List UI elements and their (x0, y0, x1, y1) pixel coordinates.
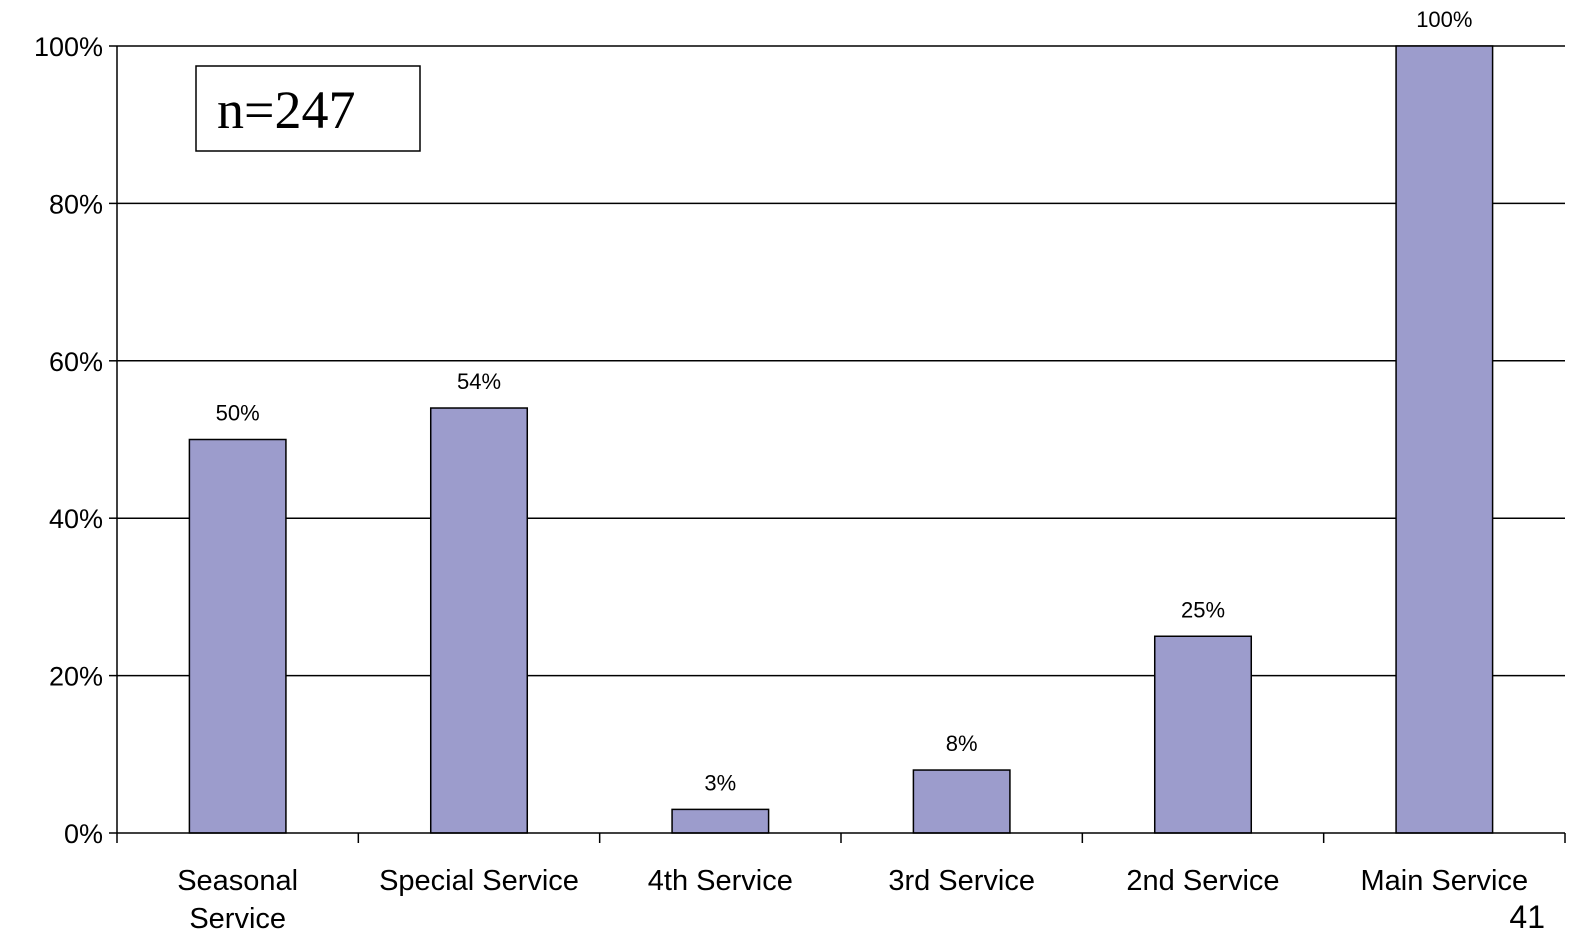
y-tick-label: 80% (49, 189, 103, 219)
bar (1395, 45, 1494, 834)
bars (188, 45, 1494, 834)
x-tick-label: 3rd Service (888, 865, 1035, 897)
data-label: 3% (704, 770, 736, 795)
x-tick-label: Special Service (379, 865, 579, 897)
x-tick-label: 2nd Service (1126, 865, 1279, 897)
bar (912, 769, 1011, 834)
x-tick-label: Main Service (1361, 865, 1529, 897)
gridlines (117, 45, 1565, 677)
bar (1153, 635, 1253, 834)
data-label: 100% (1416, 7, 1472, 32)
x-tick-label: 4th Service (648, 865, 793, 897)
sample-size-box: n=247 (195, 65, 421, 152)
data-label: 25% (1181, 597, 1225, 622)
y-tick-label: 40% (49, 504, 103, 534)
y-tick-label: 0% (64, 819, 103, 849)
page-number: 41 (1509, 899, 1545, 935)
bar (671, 808, 770, 834)
bar (188, 438, 287, 834)
bar (429, 407, 529, 834)
labels: 0% 20% 40% 60% 80% 100% 50% 54% 3% 8% 25% 100% Seaso… (34, 7, 1528, 935)
x-tick-label: Seasonal Service (177, 865, 298, 935)
axes (109, 45, 1566, 843)
sample-size-label: n=247 (217, 80, 355, 140)
y-tick-label: 20% (49, 662, 103, 692)
y-tick-label: 60% (49, 347, 103, 377)
data-label: 50% (216, 401, 260, 426)
y-tick-label: 100% (34, 32, 103, 62)
data-label: 54% (457, 369, 501, 394)
data-label: 8% (946, 731, 978, 756)
